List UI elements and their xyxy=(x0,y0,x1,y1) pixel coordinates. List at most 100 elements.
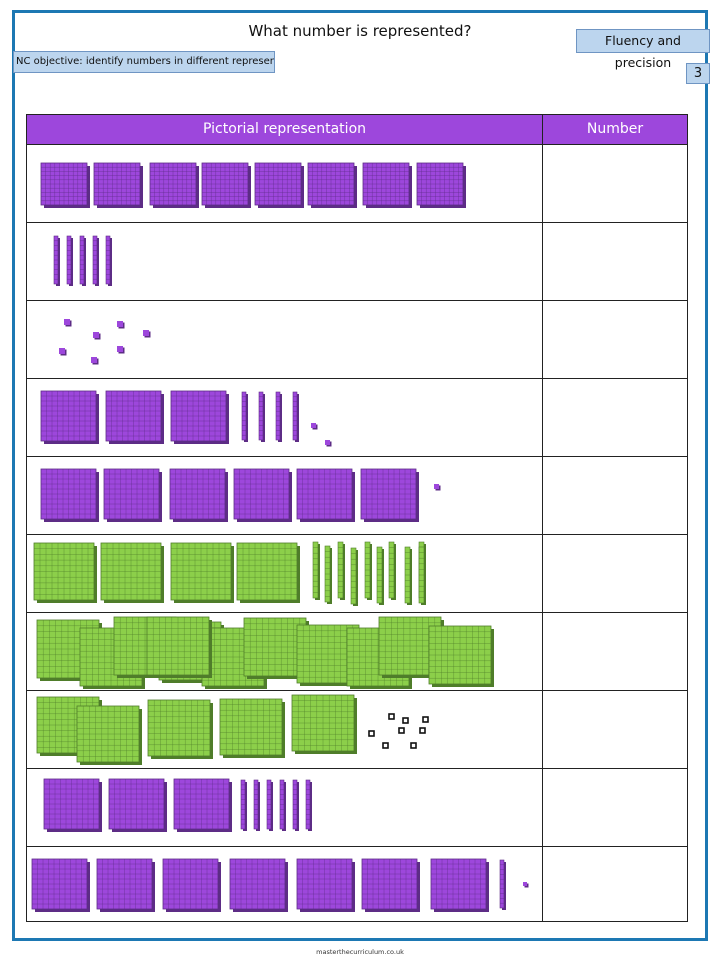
one-cube xyxy=(91,357,99,365)
pictorial-cell xyxy=(27,145,542,222)
one-cube xyxy=(117,346,125,354)
one-cube xyxy=(422,716,429,723)
base-ten-picture xyxy=(36,694,429,765)
hundred-block xyxy=(360,468,419,522)
one-cube xyxy=(402,717,409,724)
base-ten-picture xyxy=(53,235,112,286)
category-badge: Fluency and precision xyxy=(576,29,710,70)
header-number: Number xyxy=(543,115,687,144)
page-number-badge: 3 xyxy=(686,63,710,84)
ten-rod xyxy=(266,779,273,831)
row-divider xyxy=(27,300,687,301)
ten-rod xyxy=(253,779,260,831)
pictorial-cell xyxy=(27,379,542,456)
hundred-block xyxy=(416,162,466,208)
one-cube xyxy=(523,882,529,888)
hundred-block xyxy=(43,778,102,832)
ten-rod xyxy=(92,235,99,286)
footer-url: masterthecurriculum.co.uk xyxy=(316,948,404,956)
hundred-block xyxy=(362,162,412,208)
one-cube xyxy=(368,730,375,737)
hundred-block xyxy=(233,468,292,522)
row-divider xyxy=(27,768,687,769)
number-answer-cell[interactable] xyxy=(543,847,687,924)
ten-rod xyxy=(388,541,396,600)
ten-rod xyxy=(292,391,299,442)
pictorial-cell xyxy=(27,847,542,924)
one-cube xyxy=(388,713,395,720)
hundred-block xyxy=(162,858,221,912)
number-answer-cell[interactable] xyxy=(543,145,687,222)
representation-table: Pictorial representation Number xyxy=(26,114,688,922)
ten-rod xyxy=(275,391,282,442)
ten-rod xyxy=(350,547,358,606)
row-divider xyxy=(27,534,687,535)
hundred-block xyxy=(219,698,285,758)
row-divider xyxy=(27,144,687,145)
header-pictorial: Pictorial representation xyxy=(27,115,542,144)
row-divider xyxy=(27,612,687,613)
hundred-block xyxy=(430,858,489,912)
base-ten-picture xyxy=(36,616,494,689)
ten-rod xyxy=(66,235,73,286)
hundred-block xyxy=(147,699,213,759)
ten-rod xyxy=(364,541,372,600)
one-cube xyxy=(398,727,405,734)
number-answer-cell[interactable] xyxy=(543,613,687,690)
one-cube xyxy=(93,332,101,340)
one-cube xyxy=(64,319,72,327)
row-divider xyxy=(27,690,687,691)
number-answer-cell[interactable] xyxy=(543,457,687,534)
ten-rod xyxy=(279,779,286,831)
one-cube xyxy=(419,727,426,734)
pictorial-cell xyxy=(27,457,542,534)
ten-rod xyxy=(337,541,345,600)
one-cube xyxy=(311,423,318,430)
hundred-block xyxy=(103,468,162,522)
hundred-block xyxy=(93,162,143,208)
hundred-block xyxy=(229,858,288,912)
number-answer-cell[interactable] xyxy=(543,223,687,300)
hundred-block xyxy=(296,468,355,522)
hundred-block xyxy=(254,162,304,208)
hundred-block xyxy=(296,858,355,912)
hundred-block xyxy=(169,468,228,522)
hundred-block xyxy=(31,858,90,912)
one-cube xyxy=(382,742,389,749)
page-border xyxy=(12,10,708,941)
hundred-block xyxy=(40,390,99,444)
ten-rod xyxy=(258,391,265,442)
base-ten-picture xyxy=(31,858,529,912)
ten-rod xyxy=(499,859,506,910)
row-divider xyxy=(27,846,687,847)
pictorial-cell xyxy=(27,769,542,846)
hundred-block xyxy=(307,162,357,208)
pictorial-cell xyxy=(27,535,542,612)
pictorial-cell xyxy=(27,301,542,378)
number-answer-cell[interactable] xyxy=(543,691,687,768)
hundred-block xyxy=(100,542,164,603)
page-title: What number is represented? xyxy=(248,22,472,40)
hundred-block xyxy=(170,542,234,603)
pictorial-cell xyxy=(27,691,542,768)
hundred-block xyxy=(170,390,229,444)
ten-rod xyxy=(53,235,60,286)
number-answer-cell[interactable] xyxy=(543,535,687,612)
number-answer-cell[interactable] xyxy=(543,769,687,846)
hundred-block xyxy=(149,162,199,208)
ten-rod xyxy=(324,545,332,604)
ten-rod xyxy=(292,779,299,831)
hundred-block xyxy=(105,390,164,444)
hundred-block xyxy=(201,162,251,208)
hundred-block xyxy=(146,616,212,678)
ten-rod xyxy=(305,779,312,831)
base-ten-picture xyxy=(33,541,426,606)
hundred-block xyxy=(40,162,90,208)
number-answer-cell[interactable] xyxy=(543,301,687,378)
ten-rod xyxy=(240,779,247,831)
hundred-block xyxy=(236,542,300,603)
ten-rod xyxy=(105,235,112,286)
number-answer-cell[interactable] xyxy=(543,379,687,456)
one-cube xyxy=(410,742,417,749)
base-ten-picture xyxy=(43,778,312,832)
